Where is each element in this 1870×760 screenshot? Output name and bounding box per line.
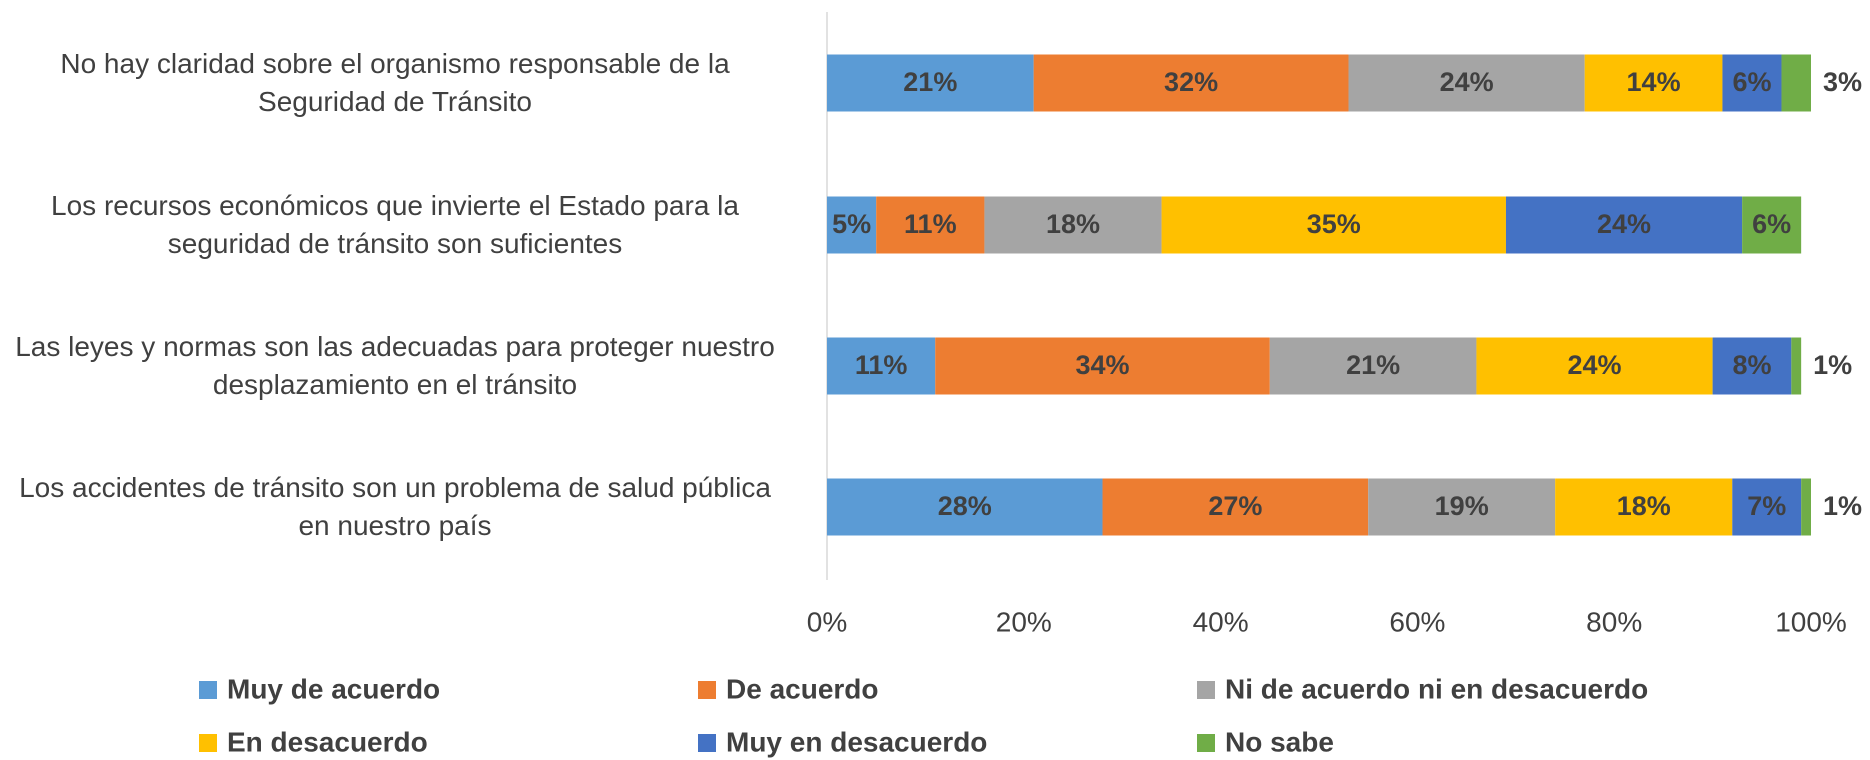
bar-segment — [1791, 337, 1802, 395]
legend-swatch — [698, 734, 716, 752]
category-label: Las leyes y normas son las adecuadas par… — [15, 331, 775, 400]
data-label: 1% — [1823, 491, 1862, 521]
data-label: 6% — [1752, 209, 1791, 239]
data-label: 21% — [903, 67, 957, 97]
data-label: 19% — [1435, 491, 1489, 521]
legend-label: No sabe — [1225, 726, 1334, 757]
bar-segment — [1712, 337, 1792, 395]
bar-segment — [1722, 54, 1782, 112]
data-label: 27% — [1208, 491, 1262, 521]
x-tick-label: 80% — [1586, 606, 1642, 637]
bar-segment — [1368, 478, 1556, 536]
bar-segment — [827, 478, 1103, 536]
bar-segment — [1742, 196, 1802, 254]
legend-swatch — [1197, 681, 1215, 699]
legend-label: En desacuerdo — [227, 726, 428, 757]
bar-segment — [1033, 54, 1349, 112]
bar-segment — [827, 54, 1034, 112]
data-label: 7% — [1747, 491, 1786, 521]
x-tick-label: 20% — [996, 606, 1052, 637]
bar-segment — [1584, 54, 1723, 112]
x-tick-label: 0% — [807, 606, 847, 637]
bar-segment — [1269, 337, 1477, 395]
data-label: 1% — [1813, 350, 1852, 380]
category-label: Los accidentes de tránsito son un proble… — [19, 472, 771, 541]
data-label: 18% — [1046, 209, 1100, 239]
data-label: 35% — [1307, 209, 1361, 239]
data-label: 24% — [1440, 67, 1494, 97]
data-label: 6% — [1732, 67, 1771, 97]
data-label: 3% — [1823, 67, 1862, 97]
category-label: Los recursos económicos que invierte el … — [51, 190, 739, 259]
legend-label: Ni de acuerdo ni en desacuerdo — [1225, 673, 1648, 704]
data-label: 8% — [1732, 350, 1771, 380]
legend-label: De acuerdo — [726, 673, 879, 704]
bar-segment — [984, 196, 1162, 254]
legend-label: Muy en desacuerdo — [726, 726, 987, 757]
bar-segment — [1801, 478, 1811, 536]
legend-label: Muy de acuerdo — [227, 673, 440, 704]
bar-segment — [1161, 196, 1506, 254]
bar-segment — [1102, 478, 1369, 536]
bar-segment — [1781, 54, 1811, 112]
bar-segment — [1732, 478, 1802, 536]
data-label: 11% — [904, 209, 957, 239]
bar-segment — [1476, 337, 1713, 395]
x-tick-label: 100% — [1775, 606, 1847, 637]
bar-segment — [827, 196, 877, 254]
data-label: 18% — [1617, 491, 1671, 521]
legend-swatch — [199, 681, 217, 699]
bar-segment — [1348, 54, 1585, 112]
legend-swatch — [199, 734, 217, 752]
bar-segment — [876, 196, 985, 254]
data-label: 5% — [832, 209, 871, 239]
data-label: 14% — [1627, 67, 1681, 97]
bar-segment — [827, 337, 936, 395]
data-label: 21% — [1346, 350, 1400, 380]
data-label: 24% — [1597, 209, 1651, 239]
bar-segment — [935, 337, 1270, 395]
legend-swatch — [698, 681, 716, 699]
bar-segment — [1505, 196, 1743, 254]
data-label: 24% — [1567, 350, 1621, 380]
category-label: No hay claridad sobre el organismo respo… — [60, 48, 730, 117]
data-label: 28% — [938, 491, 992, 521]
data-label: 32% — [1164, 67, 1218, 97]
data-label: 34% — [1075, 350, 1129, 380]
x-tick-label: 40% — [1193, 606, 1249, 637]
bar-segment — [1555, 478, 1733, 536]
data-label: 11% — [855, 350, 908, 380]
x-tick-label: 60% — [1389, 606, 1445, 637]
legend-swatch — [1197, 734, 1215, 752]
